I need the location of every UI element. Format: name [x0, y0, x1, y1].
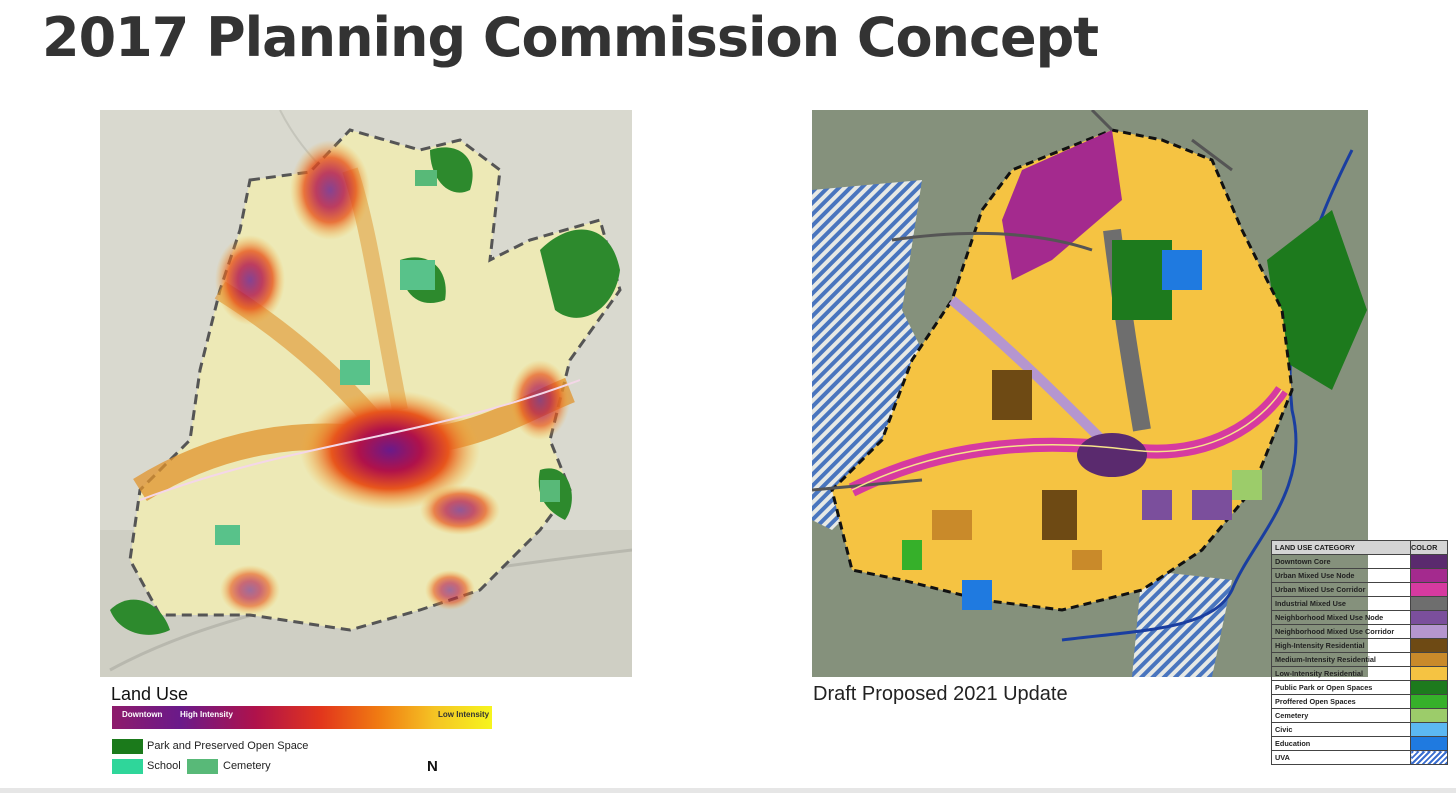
- legend-row: Downtown Core: [1271, 554, 1448, 569]
- legend-row: Neighborhood Mixed Use Node: [1271, 610, 1448, 625]
- legend-row: Urban Mixed Use Node: [1271, 568, 1448, 583]
- legend-row-swatch: [1410, 610, 1448, 625]
- legend-row-swatch: [1410, 694, 1448, 709]
- gradient-label-high: High Intensity: [180, 710, 233, 719]
- legend-row-label: Neighborhood Mixed Use Corridor: [1271, 624, 1411, 639]
- legend-row-label: Public Park or Open Spaces: [1271, 680, 1411, 695]
- legend-header-color: COLOR: [1410, 540, 1448, 555]
- legend-row-label: Civic: [1271, 722, 1411, 737]
- legend-row-swatch: [1410, 708, 1448, 723]
- legend-swatch-cemetery: [187, 759, 218, 774]
- legend-label-cemetery: Cemetery: [223, 760, 271, 772]
- legend-row-label: Cemetery: [1271, 708, 1411, 723]
- legend-row: UVA: [1271, 750, 1448, 765]
- draft-2021-map: [812, 110, 1368, 677]
- legend-row-swatch: [1410, 736, 1448, 751]
- north-arrow-label: N: [427, 758, 438, 775]
- legend-row: Urban Mixed Use Corridor: [1271, 582, 1448, 597]
- legend-row-swatch: [1410, 582, 1448, 597]
- legend-header-row: LAND USE CATEGORY COLOR: [1271, 540, 1448, 555]
- land-use-legend-title: Land Use: [111, 684, 189, 704]
- legend-label-park: Park and Preserved Open Space: [147, 740, 309, 752]
- legend-swatch-school: [112, 759, 143, 774]
- legend-row: Education: [1271, 736, 1448, 751]
- legend-row-swatch: [1410, 624, 1448, 639]
- planning-2017-map: [100, 110, 632, 677]
- legend-row: Industrial Mixed Use: [1271, 596, 1448, 611]
- gradient-label-downtown: Downtown: [122, 710, 163, 719]
- legend-row-label: High-Intensity Residential: [1271, 638, 1411, 653]
- legend-label-school: School: [147, 760, 181, 772]
- legend-row: Civic: [1271, 722, 1448, 737]
- legend-row-swatch: [1410, 554, 1448, 569]
- legend-row-swatch: [1410, 750, 1448, 765]
- page-title: 2017 Planning Commission Concept: [42, 6, 1099, 69]
- legend-row-label: Medium-Intensity Residential: [1271, 652, 1411, 667]
- slide-bottom-border: [0, 788, 1456, 793]
- legend-row-label: Education: [1271, 736, 1411, 751]
- legend-row-label: Urban Mixed Use Node: [1271, 568, 1411, 583]
- legend-row-swatch: [1410, 666, 1448, 681]
- legend-row: Public Park or Open Spaces: [1271, 680, 1448, 695]
- legend-swatch-park: [112, 739, 143, 754]
- legend-row: Low-Intensity Residential: [1271, 666, 1448, 681]
- legend-row-swatch: [1410, 680, 1448, 695]
- legend-row-swatch: [1410, 722, 1448, 737]
- legend-row: High-Intensity Residential: [1271, 638, 1448, 653]
- intensity-gradient-bar: Downtown High Intensity Low Intensity: [112, 706, 492, 729]
- legend-row-label: Proffered Open Spaces: [1271, 694, 1411, 709]
- legend-row: Cemetery: [1271, 708, 1448, 723]
- legend-row-swatch: [1410, 652, 1448, 667]
- legend-row-swatch: [1410, 568, 1448, 583]
- legend-row-label: Industrial Mixed Use: [1271, 596, 1411, 611]
- legend-row-label: Downtown Core: [1271, 554, 1411, 569]
- legend-row-swatch: [1410, 596, 1448, 611]
- legend-header-category: LAND USE CATEGORY: [1271, 540, 1411, 555]
- legend-row: Proffered Open Spaces: [1271, 694, 1448, 709]
- gradient-label-low: Low Intensity: [438, 710, 490, 719]
- legend-row: Neighborhood Mixed Use Corridor: [1271, 624, 1448, 639]
- legend-row-label: UVA: [1271, 750, 1411, 765]
- legend-row-swatch: [1410, 638, 1448, 653]
- map-caption: Draft Proposed 2021 Update: [813, 683, 1068, 705]
- legend-row: Medium-Intensity Residential: [1271, 652, 1448, 667]
- legend-row-label: Urban Mixed Use Corridor: [1271, 582, 1411, 597]
- legend-row-label: Neighborhood Mixed Use Node: [1271, 610, 1411, 625]
- legend-row-label: Low-Intensity Residential: [1271, 666, 1411, 681]
- land-use-category-legend: LAND USE CATEGORY COLOR Downtown Core Ur…: [1271, 540, 1448, 765]
